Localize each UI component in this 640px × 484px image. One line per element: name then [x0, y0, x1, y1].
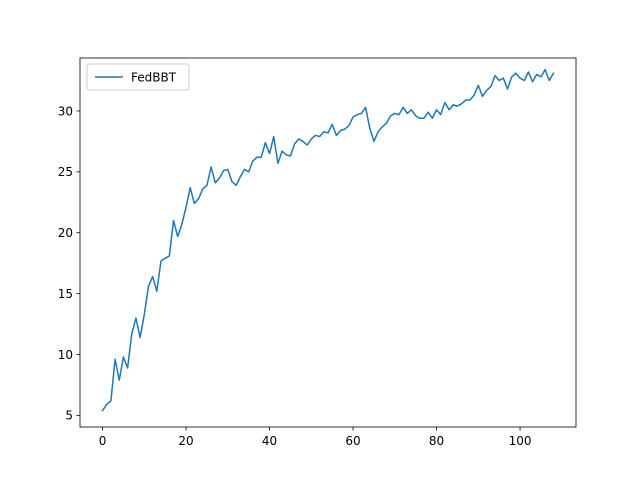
x-tick-label: 40 [262, 434, 277, 448]
x-tick-label: 60 [345, 434, 360, 448]
y-tick-label: 10 [58, 348, 73, 362]
y-tick-label: 5 [65, 409, 73, 423]
y-tick-label: 15 [58, 287, 73, 301]
legend-box [86, 63, 190, 91]
axes: 0 20 40 60 80 100 5 10 15 20 25 30 [58, 57, 577, 448]
y-tick-label: 20 [58, 226, 73, 240]
x-tick-label: 100 [509, 434, 532, 448]
axes-frame [79, 57, 577, 428]
series-line-fedbbt [101, 68, 555, 412]
x-tick-label: 20 [178, 434, 193, 448]
y-tick-label: 25 [58, 165, 73, 179]
legend-label: FedBBT [131, 70, 177, 84]
legend: FedBBT [86, 63, 190, 91]
y-tick-label: 30 [58, 104, 73, 118]
plot-area [101, 68, 555, 412]
x-tick-label: 80 [429, 434, 444, 448]
x-tick-label: 0 [99, 434, 107, 448]
